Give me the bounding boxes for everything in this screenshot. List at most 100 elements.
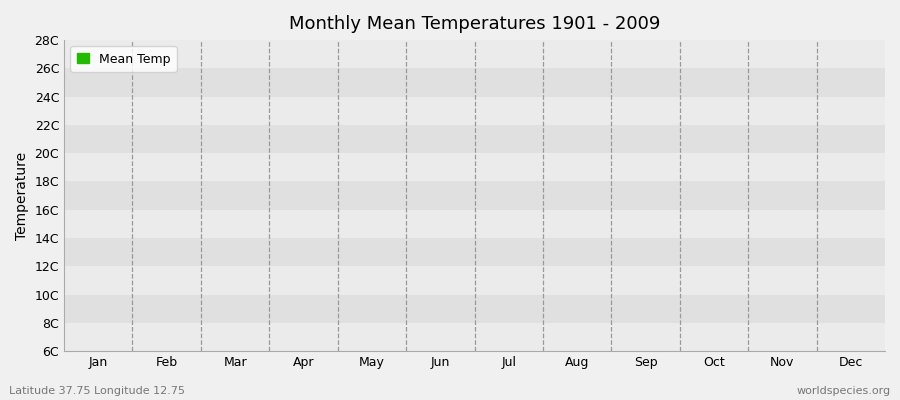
Point — [450, 103, 464, 109]
Point — [580, 70, 594, 76]
Point — [730, 166, 744, 172]
Point — [503, 72, 517, 79]
Point — [542, 54, 556, 61]
Point — [290, 236, 304, 242]
Point — [322, 218, 337, 225]
Point — [274, 221, 289, 228]
Point — [680, 159, 695, 166]
Y-axis label: Temperature: Temperature — [15, 152, 29, 240]
Point — [796, 214, 810, 220]
Point — [871, 276, 886, 282]
Point — [488, 88, 502, 94]
Point — [621, 105, 635, 111]
Point — [230, 256, 244, 263]
Point — [554, 61, 569, 68]
Point — [104, 282, 119, 289]
Point — [210, 255, 224, 262]
Point — [229, 259, 243, 265]
Point — [497, 72, 511, 78]
Point — [73, 268, 87, 274]
Point — [820, 286, 834, 292]
Point — [88, 284, 103, 291]
Point — [691, 154, 706, 161]
Point — [763, 261, 778, 267]
Point — [417, 111, 431, 118]
Point — [231, 244, 246, 250]
Point — [661, 114, 675, 120]
Point — [667, 122, 681, 128]
Point — [572, 64, 587, 70]
Point — [845, 251, 859, 257]
Point — [301, 222, 315, 228]
Point — [182, 289, 196, 296]
Point — [472, 84, 486, 91]
Point — [523, 79, 537, 85]
Point — [78, 287, 93, 293]
Point — [139, 288, 153, 295]
Point — [508, 62, 522, 68]
Point — [372, 167, 386, 173]
Point — [790, 224, 805, 231]
Point — [515, 75, 529, 82]
Point — [569, 64, 583, 70]
Point — [577, 72, 591, 79]
Point — [521, 67, 535, 74]
Point — [697, 173, 711, 179]
Point — [806, 225, 820, 232]
Point — [172, 280, 186, 286]
Point — [591, 88, 606, 94]
Point — [563, 78, 578, 84]
Point — [235, 222, 249, 228]
Bar — [64, 68, 885, 97]
Point — [485, 78, 500, 85]
Point — [508, 78, 523, 84]
Point — [841, 238, 855, 245]
Point — [258, 240, 273, 247]
Point — [186, 265, 201, 272]
Point — [860, 254, 875, 261]
Point — [276, 212, 291, 218]
Point — [222, 265, 237, 272]
Point — [110, 248, 124, 255]
Point — [436, 119, 451, 125]
Point — [805, 210, 819, 217]
Point — [775, 223, 789, 229]
Point — [504, 66, 518, 72]
Point — [814, 252, 829, 258]
Point — [311, 201, 326, 208]
Point — [706, 187, 720, 193]
Point — [796, 206, 811, 212]
Point — [164, 276, 178, 282]
Point — [714, 172, 728, 178]
Point — [873, 275, 887, 281]
Point — [323, 220, 338, 226]
Point — [306, 190, 320, 196]
Point — [688, 182, 703, 188]
Point — [152, 246, 166, 252]
Point — [64, 265, 78, 271]
Point — [689, 164, 704, 171]
Point — [246, 264, 260, 271]
Point — [108, 281, 122, 288]
Point — [791, 231, 806, 238]
Point — [169, 267, 184, 273]
Point — [485, 76, 500, 82]
Point — [860, 281, 875, 287]
Point — [239, 241, 254, 247]
Point — [619, 138, 634, 144]
Point — [655, 114, 670, 121]
Point — [68, 302, 82, 308]
Point — [805, 208, 819, 214]
Point — [342, 172, 356, 178]
Point — [598, 51, 613, 58]
Point — [156, 265, 170, 272]
Point — [445, 109, 459, 116]
Point — [793, 210, 807, 216]
Point — [205, 232, 220, 238]
Point — [135, 292, 149, 298]
Point — [518, 80, 532, 86]
Point — [500, 66, 515, 73]
Point — [757, 224, 771, 230]
Point — [778, 230, 792, 236]
Point — [478, 84, 492, 90]
